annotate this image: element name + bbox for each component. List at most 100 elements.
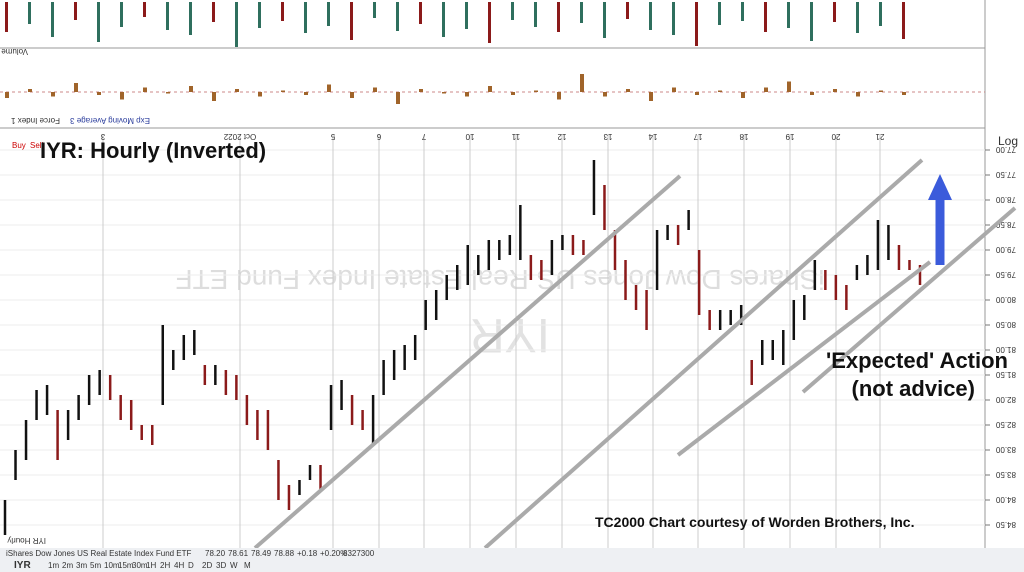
interval-button[interactable]: 1m (48, 561, 59, 570)
y-tick-label: 77.00 (995, 145, 1016, 154)
force-bar (902, 92, 906, 95)
x-tick-label: 14 (648, 132, 657, 141)
x-tick-label: 12 (557, 132, 566, 141)
y-tick-label: 79.50 (995, 270, 1016, 279)
interval-button[interactable]: 30m (132, 561, 148, 570)
quote-value: 78.88 (274, 549, 295, 558)
status-bar (0, 548, 1024, 572)
interval-button[interactable]: 5m (90, 561, 101, 570)
quote-value: 78.49 (251, 549, 272, 558)
volume-bar (879, 2, 882, 26)
force-bar (718, 90, 722, 92)
volume-bar (304, 2, 307, 33)
watermark-symbol: IYR (470, 308, 550, 361)
sell-button[interactable]: Sell (30, 141, 44, 150)
x-tick-label: 10 (465, 132, 474, 141)
force-bar (488, 86, 492, 92)
force-bar (143, 87, 147, 92)
force-bar (741, 92, 745, 98)
x-tick-label: 13 (603, 132, 612, 141)
volume-bar (787, 2, 790, 28)
x-tick-label: 21 (875, 132, 884, 141)
force-bar (557, 92, 561, 100)
x-tick-label: 7 (421, 132, 426, 141)
buy-button[interactable]: Buy (12, 141, 26, 150)
y-tick-label: 80.50 (995, 320, 1016, 329)
y-tick-label: 82.00 (995, 395, 1016, 404)
y-tick-label: 78.50 (995, 220, 1016, 229)
force-bar (396, 92, 400, 104)
force-bar (511, 92, 515, 95)
force-bar (649, 92, 653, 101)
y-tick-label: 83.50 (995, 470, 1016, 479)
force-bar (235, 89, 239, 92)
volume-bar (603, 2, 606, 38)
volume-bar (833, 2, 836, 22)
x-tick-label: 3 (100, 132, 105, 141)
force-bar (442, 92, 446, 94)
y-tick-label: 83.00 (995, 445, 1016, 454)
volume-bar (764, 2, 767, 32)
interval-button[interactable]: 3D (216, 561, 226, 570)
volume-bar (51, 2, 54, 37)
force-bar (810, 92, 814, 95)
volume-bar (419, 2, 422, 24)
volume-bar (442, 2, 445, 37)
volume-bar (396, 2, 399, 31)
force-bar (580, 74, 584, 92)
volume-bar (626, 2, 629, 19)
y-tick-label: 78.00 (995, 195, 1016, 204)
volume-bar (143, 2, 146, 17)
force-bar (5, 92, 9, 98)
volume-bar (97, 2, 100, 42)
force-bar (764, 87, 768, 92)
force-bar (419, 89, 423, 92)
x-tick-label: Oct 2022 (223, 132, 256, 141)
interval-button[interactable]: 2D (202, 561, 212, 570)
arrow-head (928, 174, 952, 200)
force-bar (787, 81, 791, 92)
quote-value: 78.20 (205, 549, 226, 558)
interval-button[interactable]: 4H (174, 561, 184, 570)
force-bar (879, 90, 883, 92)
force-bar (603, 92, 607, 97)
interval-button[interactable]: 3m (76, 561, 87, 570)
panel-label: Volume (1, 47, 28, 56)
y-tick-label: 77.50 (995, 170, 1016, 179)
interval-button[interactable]: M (244, 561, 251, 570)
panel-label: Force Index 1 (11, 116, 60, 125)
y-tick-label: 81.00 (995, 345, 1016, 354)
interval-button[interactable]: 15m (118, 561, 134, 570)
volume-bar (281, 2, 284, 21)
volume-bar (327, 2, 330, 26)
volume-bar (258, 2, 261, 28)
interval-button[interactable]: D (188, 561, 194, 570)
x-tick-label: 20 (831, 132, 840, 141)
x-tick-label: 5 (330, 132, 335, 141)
interval-button[interactable]: 2m (62, 561, 73, 570)
volume-bar (902, 2, 905, 39)
volume-bar (672, 2, 675, 35)
annotation: 'Expected' Action (826, 348, 1008, 373)
quote-value: +0.18 (297, 549, 318, 558)
force-bar (74, 83, 78, 92)
force-bar (626, 89, 630, 92)
force-bar (120, 92, 124, 100)
volume-bar (465, 2, 468, 29)
interval-button[interactable]: 1H (146, 561, 156, 570)
interval-button[interactable]: 10m (104, 561, 120, 570)
scale-label: Log (998, 134, 1018, 148)
force-bar (373, 87, 377, 92)
interval-button[interactable]: 2H (160, 561, 170, 570)
toolbar-symbol[interactable]: IYR (14, 560, 31, 571)
x-tick-label: 17 (693, 132, 702, 141)
interval-button[interactable]: W (230, 561, 238, 570)
x-tick-label: 11 (511, 132, 520, 141)
status-symbol: IYR Hourly (7, 536, 46, 545)
force-bar (258, 92, 262, 97)
volume-bar (488, 2, 491, 43)
volume-bar (166, 2, 169, 30)
quote-value: 78.61 (228, 549, 249, 558)
force-bar (304, 92, 308, 95)
